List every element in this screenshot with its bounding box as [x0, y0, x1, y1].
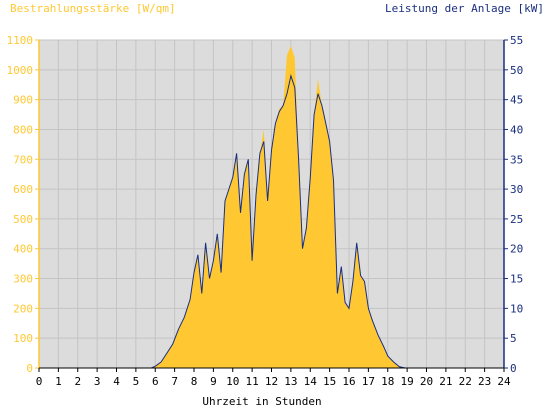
irradiance-area	[39, 46, 504, 368]
left-tick-label: 400	[13, 243, 33, 256]
left-tick-label: 500	[13, 213, 33, 226]
right-tick-label: 20	[510, 243, 523, 256]
x-tick-label: 15	[323, 375, 336, 388]
left-tick-label: 800	[13, 123, 33, 136]
left-tick-label: 300	[13, 273, 33, 286]
x-tick-label: 21	[439, 375, 452, 388]
x-tick-label: 3	[94, 375, 101, 388]
x-tick-label: 6	[152, 375, 159, 388]
x-tick-label: 24	[497, 375, 511, 388]
x-tick-label: 22	[459, 375, 472, 388]
x-tick-label: 17	[362, 375, 375, 388]
x-tick-label: 5	[133, 375, 140, 388]
left-tick-label: 0	[26, 362, 33, 375]
right-tick-label: 40	[510, 123, 523, 136]
x-tick-label: 8	[191, 375, 198, 388]
x-tick-label: 18	[381, 375, 394, 388]
right-tick-label: 30	[510, 183, 523, 196]
right-axis-ticks: 0 5 10 15 20 25 30 35 40 45 50 55	[504, 34, 523, 375]
left-tick-label: 600	[13, 183, 33, 196]
grid-lines	[38, 39, 505, 369]
right-tick-label: 45	[510, 94, 523, 107]
left-tick-label: 700	[13, 153, 33, 166]
x-tick-label: 10	[226, 375, 239, 388]
left-tick-label: 200	[13, 302, 33, 315]
x-tick-label: 19	[401, 375, 414, 388]
x-tick-label: 9	[210, 375, 217, 388]
left-tick-label: 1000	[7, 64, 34, 77]
x-tick-label: 11	[246, 375, 259, 388]
x-tick-label: 16	[342, 375, 355, 388]
x-tick-label: 12	[265, 375, 278, 388]
x-tick-label: 4	[113, 375, 120, 388]
right-tick-label: 35	[510, 153, 523, 166]
x-tick-label: 0	[36, 375, 43, 388]
x-axis-ticks: 0 1 2 3 4 5 6 7 8 9 10 11 12 13 14 15 16 17 18 19 20 21 22 23 24	[36, 368, 511, 388]
left-tick-label: 1100	[7, 34, 34, 47]
x-tick-label: 20	[420, 375, 433, 388]
x-axis-label: Uhrzeit in Stunden	[202, 395, 321, 408]
left-axis-title: Bestrahlungsstärke [W/qm]	[10, 2, 176, 15]
left-tick-label: 100	[13, 332, 33, 345]
right-tick-label: 50	[510, 64, 523, 77]
x-tick-label: 2	[74, 375, 81, 388]
x-tick-label: 1	[55, 375, 62, 388]
left-axis-ticks: 0 100 200 300 400 500 600 700 800 900 1000 1100	[7, 34, 39, 375]
x-tick-label: 14	[304, 375, 318, 388]
x-tick-label: 7	[171, 375, 178, 388]
right-tick-label: 0	[510, 362, 517, 375]
right-tick-label: 10	[510, 302, 523, 315]
right-tick-label: 25	[510, 213, 523, 226]
right-axis-title: Leistung der Anlage [kW]	[385, 2, 544, 15]
right-tick-label: 5	[510, 332, 517, 345]
x-tick-label: 13	[284, 375, 297, 388]
x-tick-label: 23	[478, 375, 491, 388]
left-tick-label: 900	[13, 94, 33, 107]
right-tick-label: 15	[510, 273, 523, 286]
right-tick-label: 55	[510, 34, 523, 47]
power-line	[39, 73, 504, 369]
